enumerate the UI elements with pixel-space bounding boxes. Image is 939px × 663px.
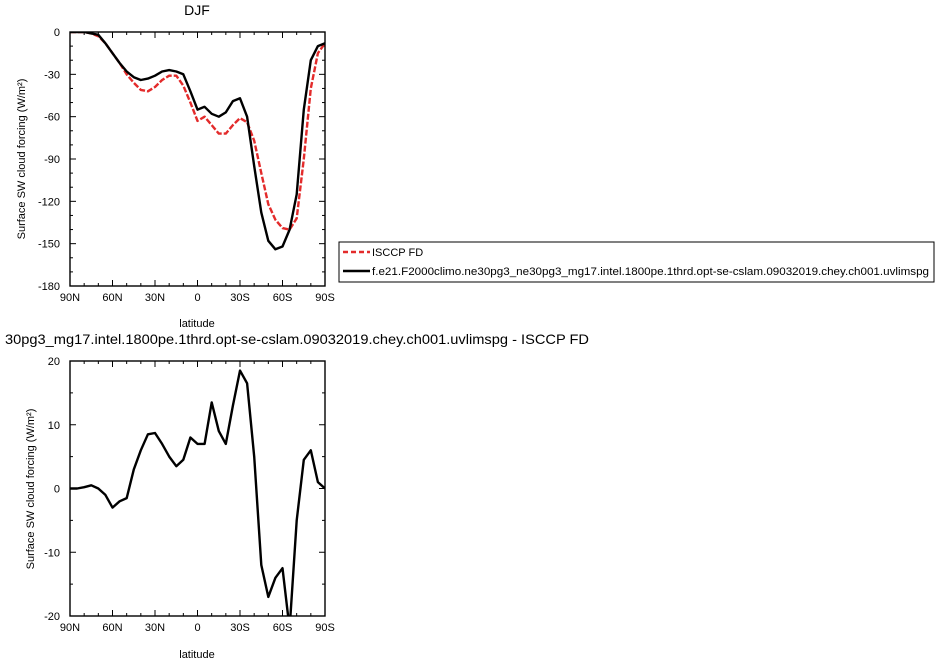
chart-panel-djf: DJF 90N 60N 30N 0 30S 60S 90S 0 -30 -60 -90 -120 -15… (16, 2, 335, 330)
chart-1-ticks: 90N 60N 30N 0 30S 60S 90S 0 -30 -60 -90 -120 -150 -18… (38, 27, 335, 304)
chart-1-series (70, 32, 325, 251)
chart-2-series-line-0 (70, 369, 325, 616)
chart-2-x-tick-label-90n: 90N (60, 622, 80, 634)
chart-1-x-tick-label-30n: 30N (145, 292, 165, 304)
chart-1-y-tick-label-0: 0 (54, 27, 60, 39)
legend-box (338, 241, 935, 283)
chart-2-y-tick-label-10: -10 (44, 547, 60, 559)
chart-2-x-tick-label-60n: 60N (102, 622, 122, 634)
chart-2-x-tick-label-0: 0 (194, 622, 200, 634)
chart-1-y-tick-label-30: -30 (44, 69, 60, 81)
chart-1-x-tick-label-30s: 30S (230, 292, 250, 304)
chart-1-x-tick-label-60s: 60S (273, 292, 293, 304)
chart-2-y-tick-label-10: 10 (48, 420, 60, 432)
chart-2-x-axis-label: latitude (179, 649, 214, 661)
chart-1-series-line-f-e21-f2000climo-ne3 (70, 32, 325, 251)
chart-2-y-axis-label: Surface SW cloud forcing (W/m²) (25, 409, 37, 570)
chart-2-series (70, 369, 325, 616)
chart-title-djf: DJF (184, 2, 210, 18)
chart-1-y-tick-label-60: -60 (44, 112, 60, 124)
chart-1-series-line-isccp-fd (70, 32, 325, 231)
chart-1-x-axis-label: latitude (179, 318, 214, 330)
chart-2-x-tick-label-30n: 30N (145, 622, 165, 634)
chart-2-x-tick-label-30s: 30S (230, 622, 250, 634)
legend-label-model-run: f.e21.F2000climo.ne30pg3_ne30pg3_mg17.in… (372, 266, 929, 278)
chart-1-legend: ISCCP FD f.e21.F2000climo.ne30pg3_ne30pg… (338, 241, 935, 283)
chart-1-x-tick-label-90n: 90N (60, 292, 80, 304)
chart-2-plot-frame (69, 360, 326, 617)
chart-2-x-tick-label-90s: 90S (315, 622, 335, 634)
chart-2-y-tick-label-0: 0 (54, 484, 60, 496)
chart-1-y-tick-label-180: -180 (38, 281, 60, 293)
chart-1-x-tick-label-60n: 60N (102, 292, 122, 304)
chart-2-x-tick-label-60s: 60S (273, 622, 293, 634)
chart-title-difference: 30pg3_mg17.intel.1800pe.1thrd.opt-se-csl… (5, 331, 589, 347)
chart-1-y-tick-label-90: -90 (44, 154, 60, 166)
chart-panel-difference: 30pg3_mg17.intel.1800pe.1thrd.opt-se-csl… (5, 331, 589, 661)
legend-label-isccp-fd: ISCCP FD (372, 247, 423, 259)
chart-1-x-tick-label-0: 0 (194, 292, 200, 304)
chart-1-y-tick-label-150: -150 (38, 239, 60, 251)
chart-1-plot-frame (69, 31, 326, 287)
chart-1-y-axis-label: Surface SW cloud forcing (W/m²) (16, 79, 28, 240)
chart-1-y-tick-label-120: -120 (38, 196, 60, 208)
chart-2-y-tick-label-20: 20 (48, 356, 60, 368)
chart-1-x-tick-label-90s: 90S (315, 292, 335, 304)
chart-2-y-tick-label-20: -20 (44, 611, 60, 623)
